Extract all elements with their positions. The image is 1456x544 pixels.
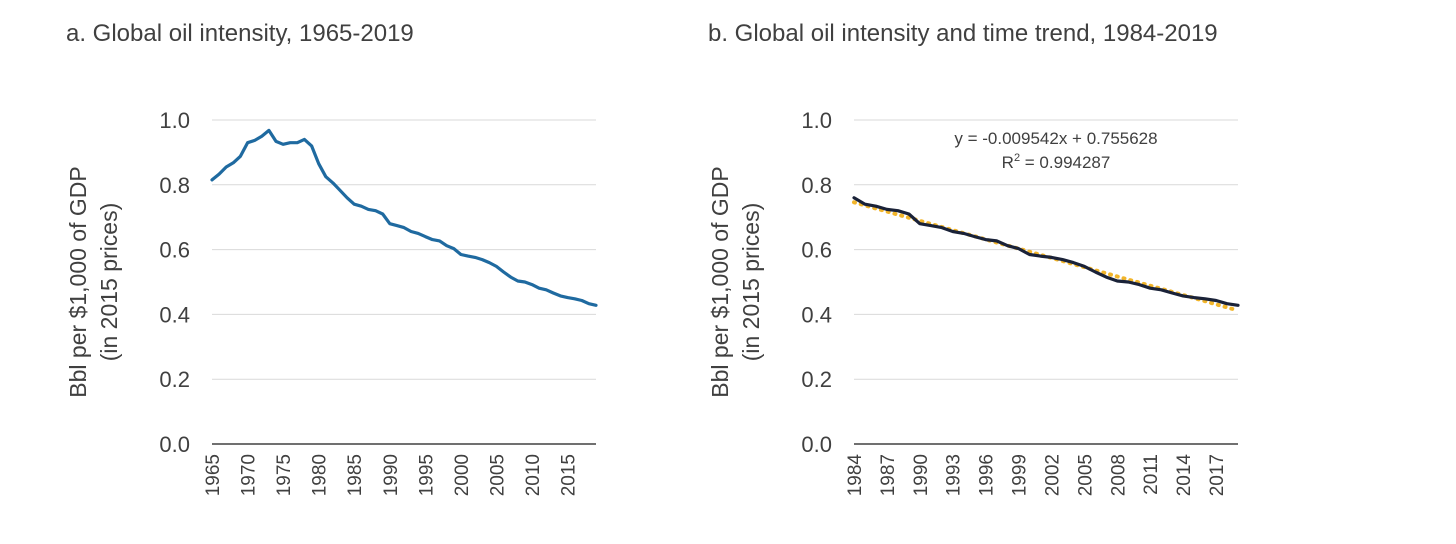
x-tick-label: 2011 (1141, 454, 1162, 495)
r-squared: R2 = 0.994287 (1002, 152, 1111, 172)
y-tick-label: 0.2 (159, 367, 190, 392)
y-tick-label: 0.0 (159, 432, 190, 457)
x-tick-label: 2005 (487, 454, 508, 496)
chart-title: b. Global oil intensity and time trend, … (708, 20, 1218, 47)
y-tick-label: 1.0 (801, 108, 832, 133)
x-tick-label: 1999 (1010, 454, 1031, 496)
chart-panel-b: b. Global oil intensity and time trend, … (700, 0, 1456, 544)
r-squared-sup: 2 (1014, 152, 1020, 164)
x-tick-label: 1996 (977, 454, 998, 496)
y-tick-label: 0.6 (801, 238, 832, 263)
x-tick-label: 1987 (878, 454, 899, 496)
x-tick-label: 2000 (452, 454, 473, 496)
y-axis-title: Bbl per $1,000 of GDP (707, 166, 733, 397)
chart-b-svg: 0.0 0.2 0.4 0.6 0.8 1.0 1984 1987 1990 1993 1996 19… (707, 108, 1240, 497)
x-tick-label: 1970 (239, 454, 260, 496)
x-tick-label: 2008 (1108, 454, 1129, 496)
x-tick-label: 1993 (944, 454, 965, 496)
x-tick-label: 1990 (381, 454, 402, 496)
y-tick-label: 0.8 (801, 173, 832, 198)
x-tick-label: 2014 (1174, 454, 1195, 497)
x-tick-label: 2017 (1207, 454, 1228, 496)
y-axis-subtitle: (in 2015 prices) (738, 203, 764, 362)
y-tick-label: 0.4 (801, 302, 832, 327)
x-tick-label: 1975 (274, 454, 295, 496)
x-tick-label: 2005 (1075, 454, 1096, 496)
x-tick-label: 2010 (523, 454, 544, 496)
x-tick-label: 2002 (1042, 454, 1063, 496)
y-tick-label: 0.2 (801, 367, 832, 392)
y-axis-title: Bbl per $1,000 of GDP (65, 166, 91, 397)
y-tick-label: 0.4 (159, 302, 190, 327)
y-tick-label: 0.8 (159, 173, 190, 198)
trend-equation: y = -0.009542x + 0.755628 (954, 129, 1157, 148)
x-tick-label: 1965 (203, 454, 224, 496)
x-tick-label: 1990 (911, 454, 932, 496)
r-squared-value: = 0.994287 (1020, 153, 1110, 172)
series-line (852, 196, 1240, 307)
y-tick-label: 1.0 (159, 108, 190, 133)
y-tick-label: 0.0 (801, 432, 832, 457)
y-tick-label: 0.6 (159, 238, 190, 263)
y-axis-subtitle: (in 2015 prices) (96, 203, 122, 362)
x-tick-label: 1984 (845, 454, 866, 497)
chart-panel-a: a. Global oil intensity, 1965-2019 0.0 0.… (0, 0, 700, 544)
x-tick-label: 2015 (559, 454, 580, 496)
x-tick-label: 1980 (310, 454, 331, 496)
r-squared-prefix: R (1002, 153, 1014, 172)
x-tick-label: 1985 (345, 454, 366, 496)
x-tick-label: 1995 (416, 454, 437, 496)
chart-a-svg: 0.0 0.2 0.4 0.6 0.8 1.0 1965 1970 1975 1980 1985 19… (65, 108, 598, 496)
chart-title: a. Global oil intensity, 1965-2019 (66, 20, 414, 47)
series-line (210, 128, 598, 307)
